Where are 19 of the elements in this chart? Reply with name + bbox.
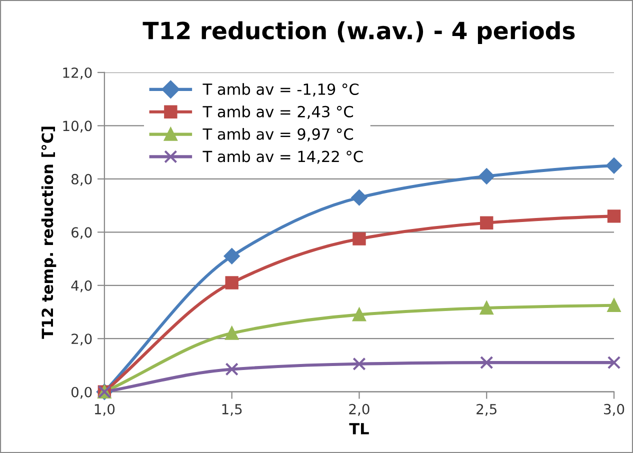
legend-label: T amb av = 9,97 °C [202,128,354,142]
legend-label: T amb av = 14,22 °C [202,150,363,164]
x-tick-label: 2,5 [476,404,496,416]
y-tick-label: 6,0 [72,227,92,240]
x-tick-label: 2,0 [349,404,370,416]
x-axis-title: TL [349,423,369,434]
legend-label: T amb av = -1,19 °C [202,83,359,97]
y-tick-label: 10,0 [63,120,92,133]
chart-title: T12 reduction (w.av.) - 4 periods [142,21,575,44]
y-tick-label: 4,0 [71,280,92,292]
x-tick-label: 3,0 [604,404,624,416]
y-tick-label: 2,0 [72,334,92,346]
y-tick-label: 12,0 [63,67,92,80]
x-tick-label: 1,0 [94,404,115,416]
y-axis-title: T12 temp. reduction [°C] [41,126,56,339]
y-tick-label: 8,0 [71,174,92,186]
y-tick-label: 0,0 [71,386,92,399]
x-tick-label: 1,5 [222,404,242,416]
legend-label: T amb av = 2,43 °C [202,106,354,119]
